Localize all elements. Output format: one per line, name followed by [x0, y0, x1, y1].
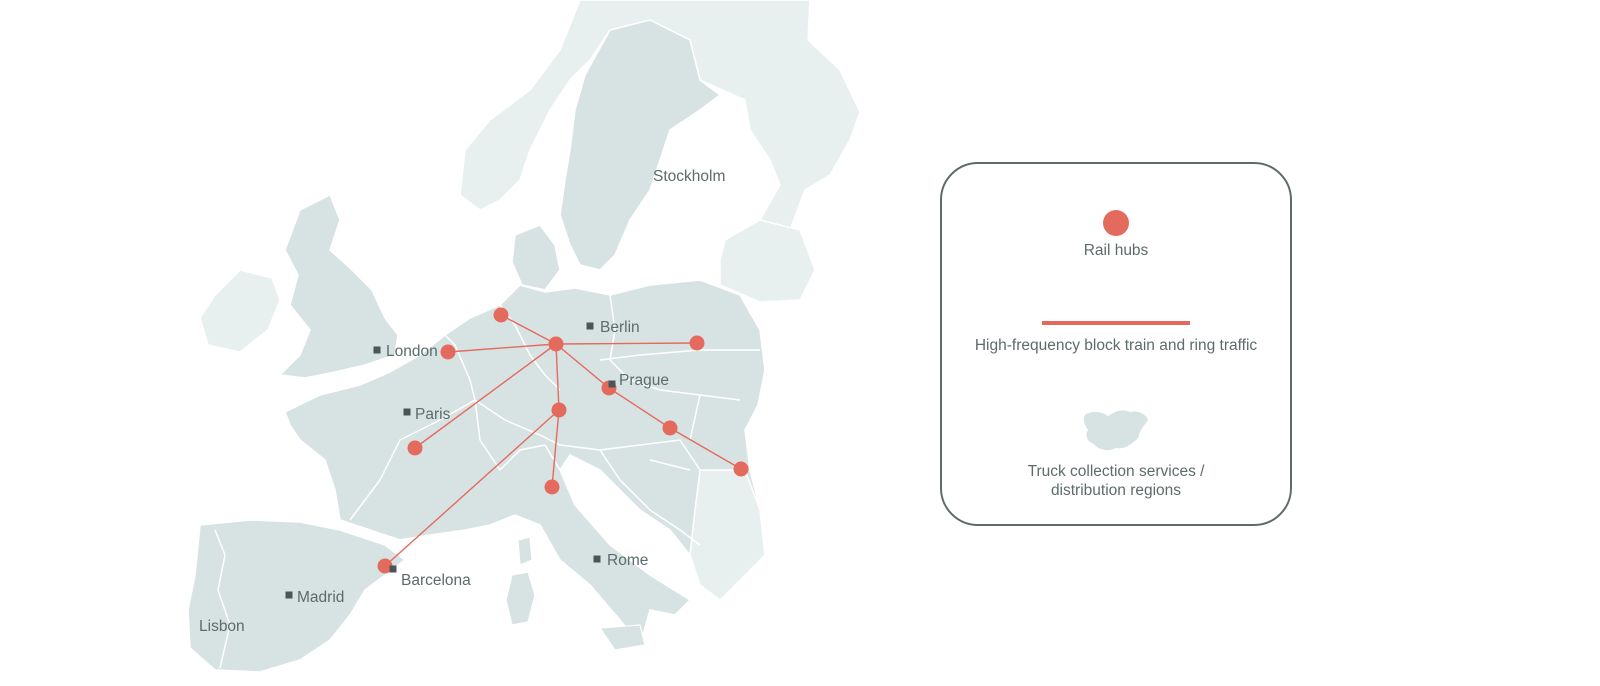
hub-dot-icon: [1103, 210, 1129, 236]
city-marker-barcelona: [389, 565, 397, 573]
city-label-barcelona: Barcelona: [401, 572, 471, 589]
routes-layer: [384, 314, 742, 567]
corsica-land: [517, 536, 533, 566]
land-layer: [187, 0, 861, 673]
city-marker-london: [373, 346, 381, 354]
route-cologne-rotterdam: [447, 343, 557, 353]
baltic-land: [719, 219, 816, 303]
iberia-land: [187, 519, 407, 673]
city-marker-berlin: [586, 322, 594, 330]
cities-layer: Stockholm London Berlin Prague Paris Barcelon…: [199, 168, 725, 635]
rail-hub-rotterdam: [440, 344, 456, 360]
route-prague-vienna: [608, 387, 671, 429]
legend-truck-label: Truck collection services / distribution…: [1027, 463, 1205, 499]
portugal-border: [214, 529, 231, 669]
route-basel-milan: [551, 409, 560, 488]
rail-hub-barcelona: [377, 558, 393, 574]
route-line-icon: [1042, 321, 1190, 325]
city-label-paris: Paris: [415, 406, 451, 423]
route-vienna-bucharest: [669, 427, 742, 470]
denmark-land: [511, 224, 561, 291]
route-cologne-lyon: [414, 343, 557, 449]
city-marker-madrid: [285, 591, 293, 599]
country-borders: [349, 294, 760, 546]
route-basel-barcelona: [384, 409, 560, 567]
legend-routes: High-frequency block train and ring traf…: [942, 321, 1290, 355]
rail-hub-hamburg: [493, 307, 509, 323]
region-shape-icon: [1083, 410, 1148, 451]
sicily-land: [598, 624, 646, 651]
city-label-berlin: Berlin: [600, 319, 640, 336]
hubs-layer: [377, 307, 749, 574]
route-cologne-prague: [555, 343, 610, 389]
city-label-lisbon: Lisbon: [199, 618, 245, 635]
rail-hub-vienna: [662, 420, 678, 436]
legend-hubs-label: Rail hubs: [1083, 242, 1149, 259]
city-marker-prague: [608, 380, 616, 388]
legend-truck: Truck collection services / distribution…: [942, 408, 1290, 500]
ireland-land: [199, 269, 281, 353]
rail-hub-cologne: [548, 336, 564, 352]
legend-box: Rail hubs High-frequency block train and…: [940, 162, 1292, 526]
rail-hub-milan: [544, 479, 560, 495]
city-marker-rome: [593, 555, 601, 563]
legend-hubs: Rail hubs: [942, 210, 1290, 260]
city-label-prague: Prague: [619, 372, 669, 389]
rail-hub-lyon: [407, 440, 423, 456]
rail-hub-bucharest: [733, 461, 749, 477]
city-label-stockholm: Stockholm: [653, 168, 725, 185]
city-label-rome: Rome: [607, 552, 648, 569]
mainland-europe-land: [284, 279, 766, 647]
route-cologne-hamburg: [500, 314, 557, 345]
city-label-london: London: [386, 343, 438, 360]
route-cologne-basel: [555, 343, 560, 411]
route-cologne-warsaw: [555, 342, 698, 345]
legend-routes-label: High-frequency block train and ring traf…: [974, 337, 1258, 354]
balkans-land: [689, 469, 766, 601]
city-marker-paris: [403, 408, 411, 416]
sardinia-land: [505, 571, 536, 626]
city-label-madrid: Madrid: [297, 589, 344, 606]
great-britain-land: [278, 193, 399, 379]
rail-hub-warsaw: [689, 335, 705, 351]
rail-hub-basel: [551, 402, 567, 418]
sweden-land: [559, 19, 722, 271]
